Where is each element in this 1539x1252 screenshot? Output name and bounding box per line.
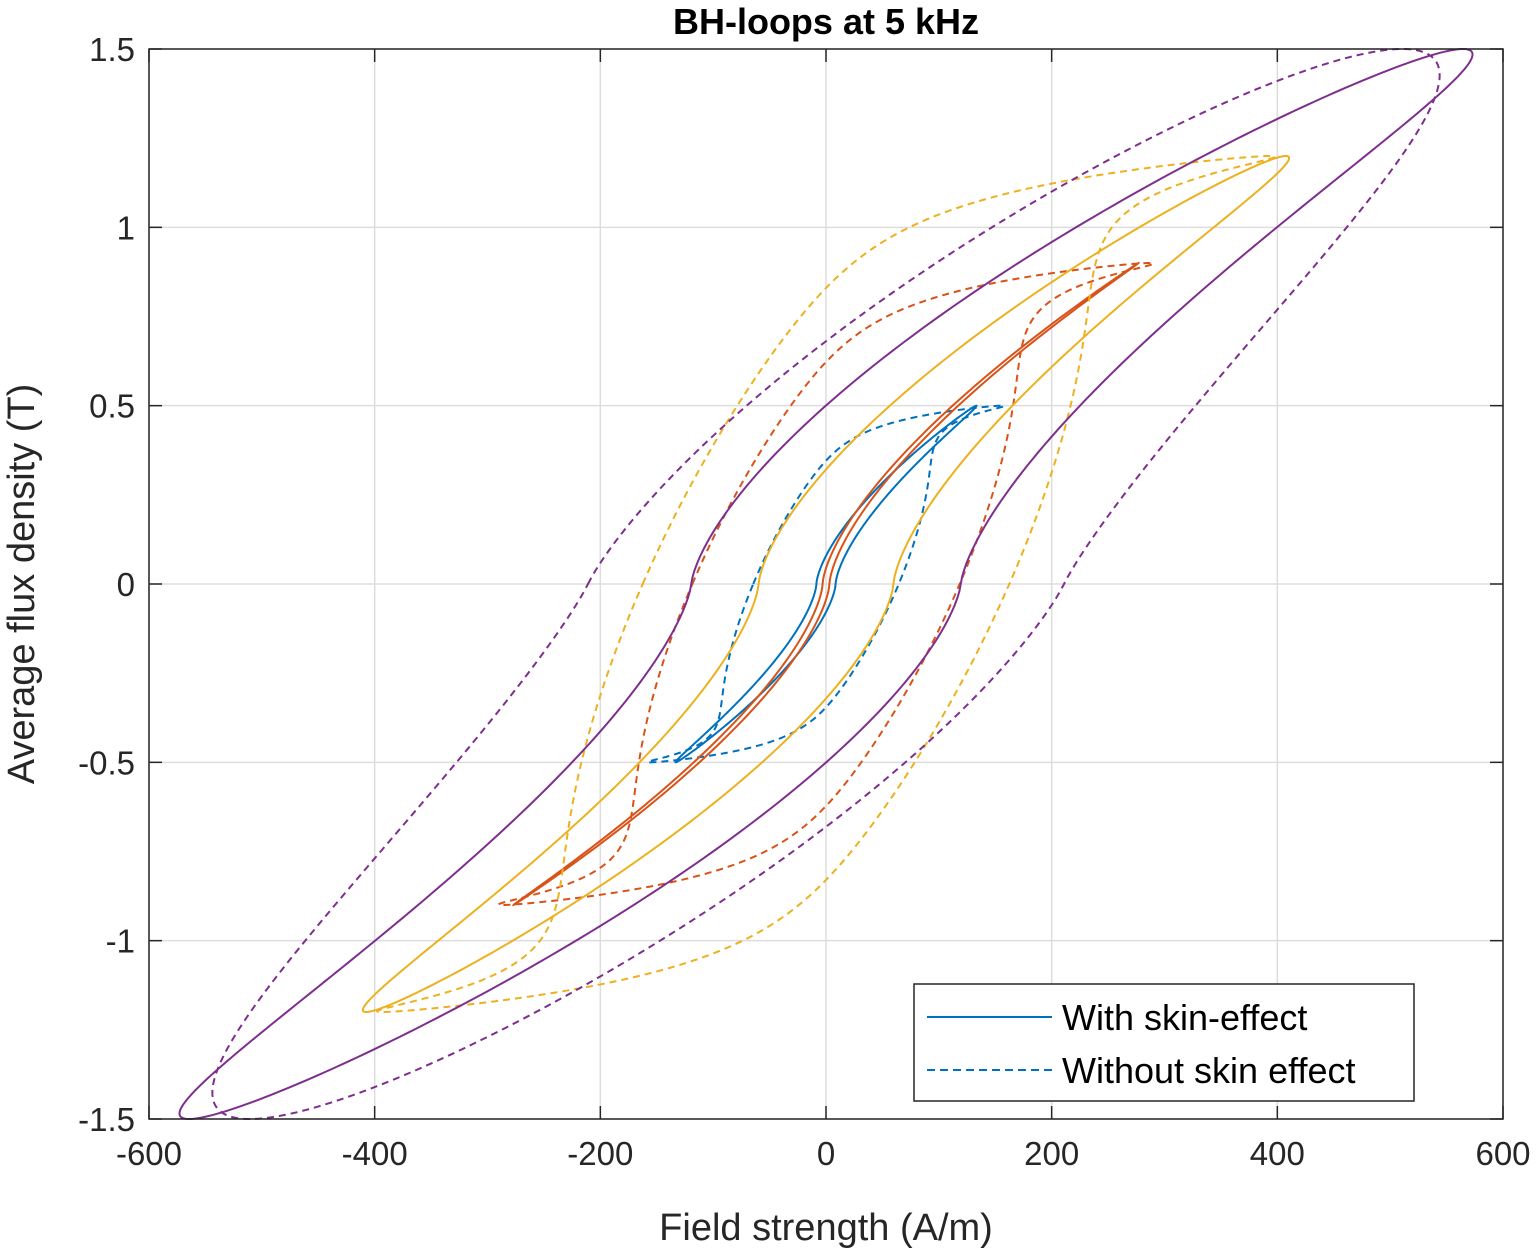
axes-frame — [148, 48, 1504, 1120]
y-tick-label: -1.5 — [78, 1101, 135, 1138]
legend-box — [913, 983, 1415, 1102]
x-tick-label: -400 — [342, 1135, 408, 1172]
legend-label-with-skin-effect: With skin-effect — [1062, 997, 1307, 1038]
y-tick-label: -1 — [106, 923, 135, 960]
chart-title: BH-loops at 5 kHz — [673, 1, 979, 42]
x-tick-label: -200 — [567, 1135, 633, 1172]
y-tick-label: 1.5 — [89, 31, 135, 68]
plot-curves — [178, 47, 1474, 1121]
bh-loop-curve-2 — [646, 404, 1006, 764]
legend: With skin-effect Without skin effect — [913, 983, 1415, 1102]
legend-label-without-skin-effect: Without skin effect — [1062, 1050, 1355, 1091]
bh-loop-curve-6 — [375, 154, 1277, 1014]
x-tick-label: 400 — [1250, 1135, 1305, 1172]
bh-loop-curve-4 — [497, 261, 1155, 907]
y-tick-label: -0.5 — [78, 744, 135, 781]
bh-loop-curve-3 — [512, 261, 1140, 907]
x-tick-label: -600 — [116, 1135, 182, 1172]
x-axis-label: Field strength (A/m) — [659, 1207, 993, 1249]
tick-labels: -600 -400 -200 0 200 400 600 -1.5 -1 -0.5 0 0.5 1 1.5 — [78, 31, 1530, 1172]
bh-loop-curve-7 — [178, 47, 1474, 1121]
y-tick-label: 1 — [117, 209, 135, 246]
bh-loop-curve-8 — [211, 47, 1441, 1121]
y-axis-label: Average flux density (T) — [1, 384, 43, 785]
y-tick-label: 0 — [117, 566, 135, 603]
y-tick-label: 0.5 — [89, 388, 135, 425]
bh-loop-curve-5 — [361, 154, 1291, 1014]
x-tick-label: 200 — [1024, 1135, 1079, 1172]
x-tick-label: 0 — [817, 1135, 835, 1172]
x-tick-label: 600 — [1475, 1135, 1530, 1172]
bh-loop-curve-1 — [674, 404, 978, 764]
